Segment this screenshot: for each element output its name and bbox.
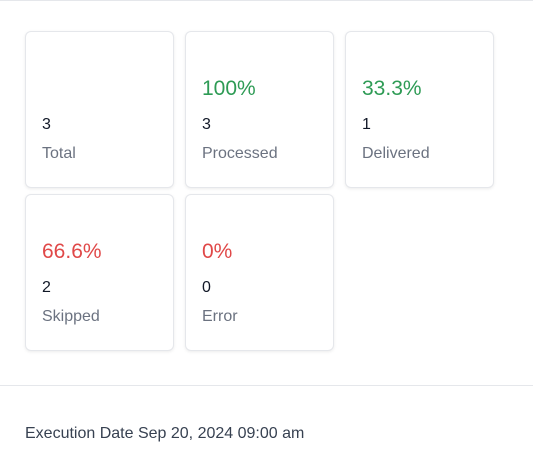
stat-count: 3 [202, 116, 211, 133]
stat-count: 3 [42, 116, 51, 133]
execution-date-value: Sep 20, 2024 09:00 am [137, 425, 305, 442]
execution-date-label: Execution Date [25, 425, 134, 442]
stat-label: Error [202, 308, 238, 325]
stat-label: Skipped [42, 308, 100, 325]
stat-percent: 0% [202, 240, 233, 263]
stat-count: 2 [42, 279, 51, 296]
top-divider [0, 0, 533, 1]
stat-card-skipped: 66.6% 2 Skipped [25, 194, 174, 351]
stat-count: 0 [202, 279, 211, 296]
stat-card-delivered: 33.3% 1 Delivered [345, 31, 494, 188]
stat-label: Delivered [362, 145, 430, 162]
stat-card-processed: 100% 3 Processed [185, 31, 334, 188]
stat-percent: 100% [202, 77, 256, 100]
stat-label: Total [42, 145, 76, 162]
stat-card-total: 3 Total [25, 31, 174, 188]
stat-label: Processed [202, 145, 278, 162]
stat-count: 1 [362, 116, 371, 133]
stats-grid: 3 Total 100% 3 Processed 33.3% 1 Deliver… [25, 31, 494, 351]
execution-date: Execution Date Sep 20, 2024 09:00 am [25, 424, 304, 444]
stat-card-error: 0% 0 Error [185, 194, 334, 351]
stat-percent: 33.3% [362, 77, 422, 100]
stat-percent: 66.6% [42, 240, 102, 263]
section-divider [0, 385, 533, 386]
